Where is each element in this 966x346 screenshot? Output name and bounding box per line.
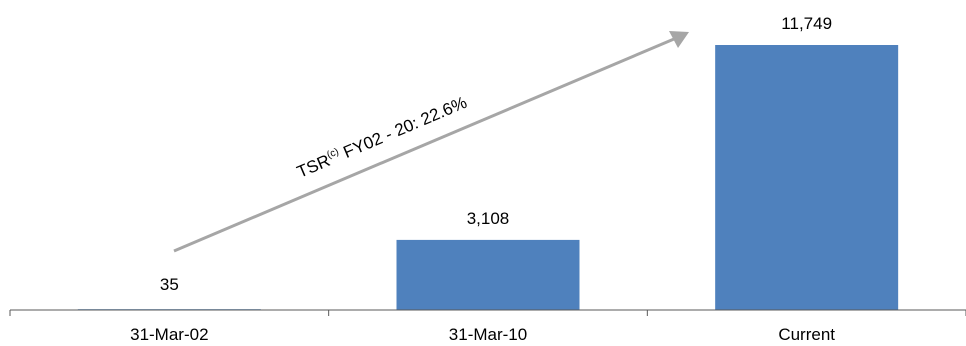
bar-2	[715, 45, 899, 310]
bar-value-label: 35	[160, 275, 179, 294]
trend-arrow-line	[173, 37, 675, 253]
tsr-text-sup: (c)	[325, 146, 340, 161]
bar-value-label: 3,108	[467, 209, 510, 228]
x-tick-label: 31-Mar-02	[130, 325, 208, 344]
x-axis-tick-labels: 31-Mar-02 31-Mar-10 Current	[130, 325, 835, 344]
bar-value-label: 11,749	[781, 14, 832, 33]
trend-arrowhead	[669, 31, 689, 48]
bar-series	[77, 45, 899, 310]
x-axis-ticks	[9, 310, 966, 316]
x-tick-label: 31-Mar-10	[449, 325, 527, 344]
x-tick-label: Current	[778, 325, 835, 344]
data-labels: 35 3,108 11,749	[160, 14, 832, 294]
tsr-annotation: TSR(c) FY02 - 20: 22.6%	[173, 31, 689, 253]
bar-1	[396, 239, 580, 310]
